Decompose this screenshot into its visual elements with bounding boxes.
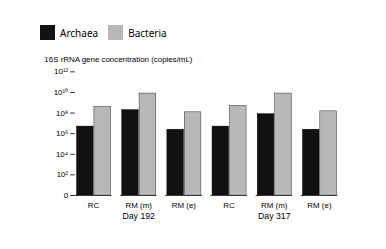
svg-text:16S rRNA gene concentration (c: 16S rRNA gene concentration (copies/mL) <box>44 55 192 64</box>
svg-text:Day 317: Day 317 <box>258 211 291 221</box>
svg-text:10²: 10² <box>57 170 69 179</box>
html-text:Bacteria: Bacteria <box>128 25 167 40</box>
html-text:Archaea: Archaea <box>60 25 99 40</box>
svg-text:10⁶: 10⁶ <box>56 129 68 138</box>
svg-text:10⁴: 10⁴ <box>56 150 68 159</box>
svg-text:RM (m): RM (m) <box>126 201 153 210</box>
svg-text:10¹²: 10¹² <box>54 67 68 76</box>
svg-text:10⁸: 10⁸ <box>56 109 68 118</box>
svg-text:RM (e): RM (e) <box>307 201 332 210</box>
svg-text:0: 0 <box>64 191 69 200</box>
svg-text:10¹⁰: 10¹⁰ <box>54 88 68 97</box>
svg-text:RM (e): RM (e) <box>172 201 197 210</box>
svg-text:RM (m): RM (m) <box>261 201 288 210</box>
svg-text:RC: RC <box>223 201 235 210</box>
svg-text:RC: RC <box>88 201 100 210</box>
svg-text:Day 192: Day 192 <box>122 211 155 221</box>
